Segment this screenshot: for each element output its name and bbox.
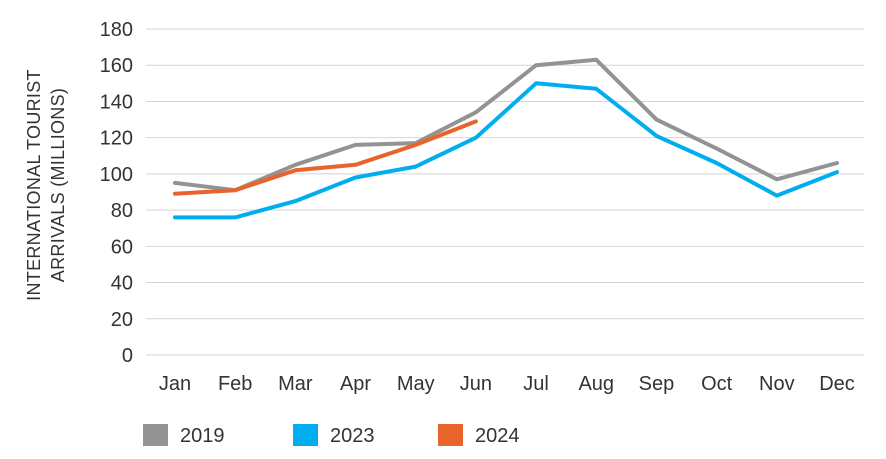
legend-label-2024: 2024 <box>475 425 520 447</box>
y-tick-label: 180 <box>100 19 133 41</box>
y-axis-label-line-2: ARRIVALS (MILLIONS) <box>48 88 68 282</box>
series-lines <box>173 57 839 220</box>
legend-label-2019: 2019 <box>180 425 225 447</box>
x-tick-label: Feb <box>218 373 252 395</box>
gridlines <box>146 28 864 356</box>
series-line-2024 <box>173 119 478 196</box>
y-tick-label: 20 <box>111 309 133 331</box>
x-axis-ticks: Jan Feb Mar Apr May Jun Jul Aug Sep Oct Nov Dec <box>159 373 855 395</box>
legend-swatch-2023 <box>293 424 318 446</box>
x-tick-label: Nov <box>759 373 795 395</box>
x-tick-label: Jan <box>159 373 191 395</box>
series-line-2019 <box>173 57 839 193</box>
x-tick-label: Sep <box>639 373 675 395</box>
legend-label-2023: 2023 <box>330 425 375 447</box>
x-tick-label: Oct <box>701 373 733 395</box>
x-tick-label: Jun <box>460 373 492 395</box>
legend-swatch-2019 <box>143 424 168 446</box>
y-axis-label: INTERNATIONAL TOURIST ARRIVALS (MILLIONS… <box>24 69 68 301</box>
y-tick-label: 120 <box>100 128 133 150</box>
legend: 2019 2023 2024 <box>143 424 520 447</box>
y-axis-label-line-1: INTERNATIONAL TOURIST <box>24 69 44 301</box>
x-tick-label: Mar <box>278 373 313 395</box>
x-tick-label: Dec <box>819 373 855 395</box>
legend-swatch-2024 <box>438 424 463 446</box>
x-tick-label: Aug <box>578 373 614 395</box>
y-axis-ticks: 0 20 40 60 80 100 120 140 160 180 <box>100 19 133 367</box>
y-tick-label: 80 <box>111 200 133 222</box>
y-tick-label: 60 <box>111 236 133 258</box>
y-tick-label: 160 <box>100 55 133 77</box>
y-tick-label: 100 <box>100 164 133 186</box>
y-tick-label: 0 <box>122 345 133 367</box>
y-tick-label: 140 <box>100 91 133 113</box>
x-tick-label: Jul <box>523 373 549 395</box>
x-tick-label: Apr <box>340 373 371 395</box>
series-line-2023 <box>173 81 839 220</box>
y-tick-label: 40 <box>111 273 133 295</box>
x-tick-label: May <box>397 373 435 395</box>
